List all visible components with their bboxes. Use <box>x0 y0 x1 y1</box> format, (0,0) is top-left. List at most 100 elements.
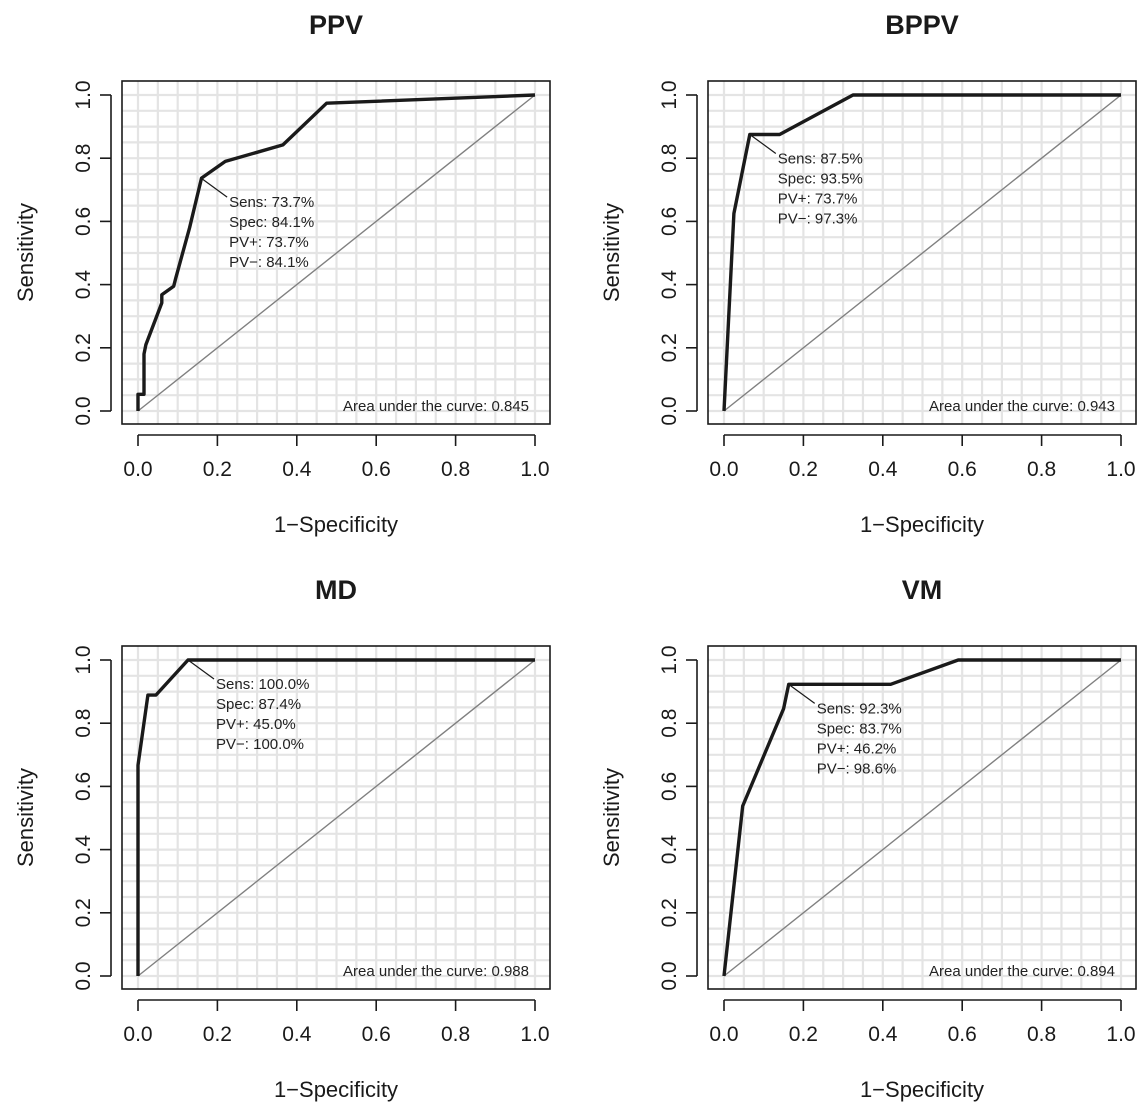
y-tick-label: 0.4 <box>658 835 681 865</box>
x-axis-title: 1−Specificity <box>274 512 398 537</box>
y-tick-label: 0.8 <box>658 144 681 173</box>
roc-curve <box>722 93 1121 412</box>
y-tick-label: 0.2 <box>72 333 95 362</box>
panel-title: BPPV <box>885 10 959 40</box>
plot-frame <box>121 80 551 425</box>
x-tick-label: 1.0 <box>520 1023 549 1046</box>
x-tick-label: 0.0 <box>123 458 152 481</box>
y-tick-label: 0.0 <box>72 396 95 425</box>
cutoff-annotation-line: Spec: 87.4% <box>216 696 301 713</box>
y-tick-label: 1.0 <box>72 80 95 109</box>
x-tick-label: 0.2 <box>203 458 232 481</box>
plot-frame <box>121 645 551 990</box>
cutoff-leader-line <box>788 683 816 704</box>
x-tick-label: 0.8 <box>1027 458 1056 481</box>
y-tick-label: 0.4 <box>72 270 95 300</box>
auc-label: Area under the curve: 0.845 <box>343 398 529 415</box>
y-axis-title: Sensitivity <box>13 768 38 867</box>
cutoff-leader-line <box>187 659 215 680</box>
cutoff-annotation-line: PV−: 98.6% <box>817 760 897 777</box>
x-tick-label: 0.4 <box>282 1023 312 1046</box>
cutoff-leader-line <box>200 177 228 198</box>
y-tick-label: 0.4 <box>658 270 681 300</box>
auc-label: Area under the curve: 0.988 <box>343 963 529 980</box>
cutoff-annotation-line: PV+: 45.0% <box>216 716 296 733</box>
grid <box>708 81 1136 424</box>
x-tick-label: 0.4 <box>868 1023 898 1046</box>
y-tick-label: 0.0 <box>72 961 95 990</box>
x-axis-title: 1−Specificity <box>860 512 984 537</box>
x-tick-label: 1.0 <box>1106 1023 1135 1046</box>
x-tick-label: 0.6 <box>362 458 391 481</box>
y-tick-label: 0.8 <box>658 709 681 738</box>
reference-diagonal <box>723 94 1122 412</box>
roc-panel-vm: VM 0.0 0.2 0.4 0.6 0.8 1.0 1−Specificity 0.0 0.2 0… <box>599 575 1137 1102</box>
y-tick-label: 0.2 <box>658 333 681 362</box>
cutoff-annotation-line: PV+: 73.7% <box>778 191 858 208</box>
x-tick-label: 1.0 <box>520 458 549 481</box>
y-tick-label: 0.2 <box>658 898 681 927</box>
y-tick-label: 0.6 <box>658 207 681 236</box>
x-tick-label: 0.6 <box>362 1023 391 1046</box>
x-tick-label: 0.2 <box>203 1023 232 1046</box>
grid <box>122 81 550 424</box>
cutoff-annotation-line: PV+: 46.2% <box>817 740 897 757</box>
reference-diagonal <box>137 94 536 412</box>
cutoff-annotation-line: Spec: 84.1% <box>229 214 314 231</box>
cutoff-annotation-line: PV−: 97.3% <box>778 211 858 228</box>
cutoff-annotation-line: PV+: 73.7% <box>229 234 309 251</box>
x-tick-label: 0.0 <box>123 1023 152 1046</box>
y-tick-label: 0.8 <box>72 709 95 738</box>
y-tick-label: 1.0 <box>72 645 95 674</box>
reference-diagonal <box>137 659 536 977</box>
cutoff-leader-line <box>749 134 777 154</box>
x-tick-label: 0.6 <box>948 1023 977 1046</box>
roc-panel-ppv: PPV 0.0 0.2 0.4 0.6 0.8 1.0 1−Specificity 0.0 0.2… <box>13 10 551 537</box>
x-axis-title: 1−Specificity <box>274 1077 398 1102</box>
x-axis-title: 1−Specificity <box>860 1077 984 1102</box>
panel-title: PPV <box>309 10 363 40</box>
cutoff-annotation-line: Sens: 87.5% <box>778 151 863 168</box>
cutoff-annotation-line: Sens: 92.3% <box>817 700 902 717</box>
y-tick-label: 0.4 <box>72 835 95 865</box>
x-tick-label: 0.0 <box>709 458 738 481</box>
roc-curve <box>136 658 535 976</box>
y-tick-label: 0.8 <box>72 144 95 173</box>
reference-diagonal <box>723 659 1122 977</box>
auc-label: Area under the curve: 0.894 <box>929 963 1115 980</box>
roc-panel-bppv: BPPV 0.0 0.2 0.4 0.6 0.8 1.0 1−Specificity 0.0 0.… <box>599 10 1137 537</box>
y-tick-label: 0.6 <box>72 207 95 236</box>
y-tick-label: 0.0 <box>658 961 681 990</box>
y-tick-label: 0.6 <box>658 772 681 801</box>
y-axis-title: Sensitivity <box>599 768 624 867</box>
cutoff-annotation-line: Sens: 73.7% <box>229 194 314 211</box>
panel-title: MD <box>315 575 357 605</box>
y-tick-label: 0.0 <box>658 396 681 425</box>
x-tick-label: 0.8 <box>441 1023 470 1046</box>
y-axis-title: Sensitivity <box>13 203 38 302</box>
panel-title: VM <box>902 575 943 605</box>
x-tick-label: 0.8 <box>1027 1023 1056 1046</box>
x-tick-label: 0.6 <box>948 458 977 481</box>
x-tick-label: 1.0 <box>1106 458 1135 481</box>
x-tick-label: 0.4 <box>868 458 898 481</box>
y-tick-label: 1.0 <box>658 80 681 109</box>
plot-frame <box>707 645 1137 990</box>
y-tick-label: 0.2 <box>72 898 95 927</box>
roc-panel-md: MD 0.0 0.2 0.4 0.6 0.8 1.0 1−Specificity 0.0 0.2 0… <box>13 575 551 1102</box>
roc-curve <box>136 93 536 411</box>
auc-label: Area under the curve: 0.943 <box>929 398 1115 415</box>
cutoff-annotation-line: Sens: 100.0% <box>216 676 309 693</box>
x-tick-label: 0.2 <box>789 458 818 481</box>
x-tick-label: 0.4 <box>282 458 312 481</box>
y-axis-title: Sensitivity <box>599 203 624 302</box>
y-tick-label: 0.6 <box>72 772 95 801</box>
plot-frame <box>707 80 1137 425</box>
cutoff-annotation-line: Spec: 93.5% <box>778 171 863 188</box>
x-tick-label: 0.0 <box>709 1023 738 1046</box>
cutoff-annotation-line: Spec: 83.7% <box>817 720 902 737</box>
y-tick-label: 1.0 <box>658 645 681 674</box>
x-tick-label: 0.8 <box>441 458 470 481</box>
x-tick-label: 0.2 <box>789 1023 818 1046</box>
